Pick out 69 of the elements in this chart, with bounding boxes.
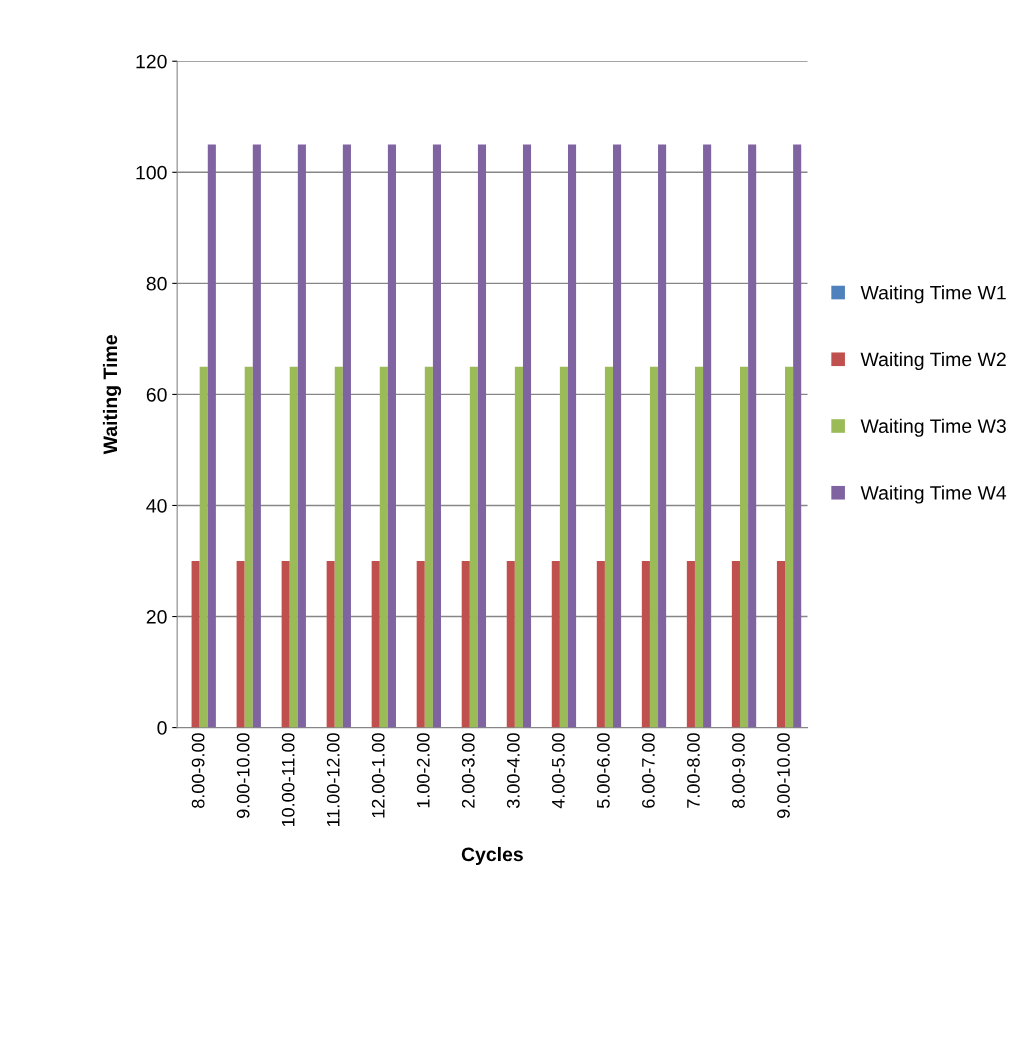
bar: [252, 144, 261, 728]
bar: [649, 366, 659, 728]
x-tick-label: 8.00-9.00: [191, 733, 205, 808]
x-tick-label: 12.00-1.00: [371, 733, 385, 818]
bar: [776, 561, 786, 728]
bar: [199, 366, 208, 728]
bar: [785, 366, 794, 728]
bar: [469, 366, 478, 728]
bar: [793, 144, 802, 728]
bar: [604, 366, 614, 728]
bar: [236, 561, 245, 728]
bar: [244, 366, 253, 728]
y-axis-title: Waiting Time: [102, 335, 122, 455]
bar: [461, 561, 470, 728]
legend-label: Waiting Time W3: [860, 418, 1006, 437]
bar: [522, 144, 532, 728]
bar: [379, 366, 388, 728]
bar: [514, 366, 523, 728]
bar: [703, 144, 712, 728]
y-tick-label: 80: [146, 276, 167, 291]
legend-label: Waiting Time W4: [860, 485, 1007, 504]
bar: [739, 366, 749, 728]
legend-label: Waiting Time W2: [860, 351, 1006, 371]
x-tick-label: 2.00-3.00: [461, 733, 475, 808]
y-tick-label: 20: [146, 610, 167, 624]
bar: [387, 144, 396, 728]
x-tick-label: 5.00-6.00: [596, 733, 610, 809]
bar: [596, 561, 605, 728]
bar: [432, 144, 442, 728]
bar: [658, 144, 667, 728]
bar: [424, 366, 433, 728]
bar: [207, 144, 216, 728]
bar: [506, 561, 515, 728]
bar: [686, 561, 695, 728]
x-tick-label: 9.00-10.00: [236, 733, 250, 818]
x-tick-label: 10.00-11.00: [281, 733, 295, 827]
legend-label: Waiting Time W1: [860, 285, 1006, 304]
x-tick-label: 8.00-9.00: [732, 733, 745, 808]
bar: [559, 366, 568, 728]
x-tick-label: 11.00-12.00: [326, 733, 340, 827]
bar: [567, 144, 577, 728]
bar: [748, 144, 757, 728]
bar: [731, 561, 740, 728]
bar: [191, 561, 200, 728]
bar: [326, 561, 335, 728]
x-tick-label: 6.00-7.00: [641, 733, 655, 808]
bar: [342, 144, 351, 728]
bar: [641, 561, 650, 728]
bar: [334, 366, 343, 728]
y-tick-label: 120: [136, 54, 167, 69]
bar: [416, 561, 425, 728]
x-tick-label: 7.00-8.00: [687, 733, 700, 808]
x-tick-label: 1.00-2.00: [416, 733, 430, 808]
y-tick-label: 0: [157, 721, 167, 735]
x-tick-label: 4.00-5.00: [551, 733, 565, 809]
bar: [613, 144, 622, 728]
y-tick-label: 60: [146, 387, 167, 402]
bar: [281, 561, 290, 728]
bar: [551, 561, 560, 728]
bar: [477, 144, 487, 728]
x-tick-label: 3.00-4.00: [506, 733, 520, 809]
bar: [289, 366, 298, 728]
x-tick-label: 9.00-10.00: [777, 733, 790, 818]
x-axis-title: Cycles: [461, 846, 523, 866]
bar: [694, 366, 704, 728]
bar: [297, 144, 306, 728]
y-tick-label: 40: [146, 498, 167, 513]
bar: [371, 561, 380, 728]
y-tick-label: 100: [136, 165, 167, 180]
